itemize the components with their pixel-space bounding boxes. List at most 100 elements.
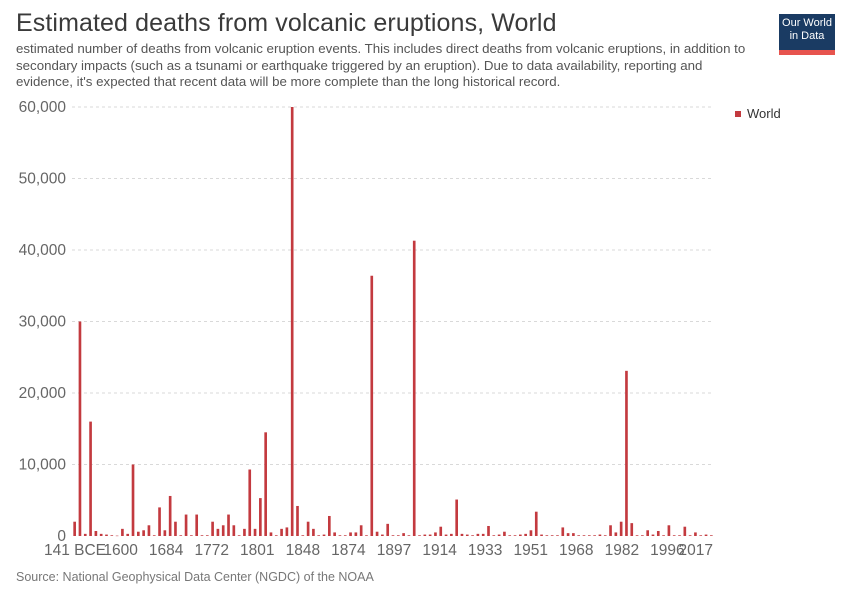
bar[interactable] — [609, 525, 612, 536]
bar[interactable] — [264, 432, 267, 536]
bar[interactable] — [407, 535, 411, 536]
bar[interactable] — [667, 525, 671, 536]
bar[interactable] — [152, 535, 156, 536]
bar[interactable] — [211, 521, 214, 536]
bar[interactable] — [492, 535, 496, 536]
bar[interactable] — [259, 498, 262, 536]
bar[interactable] — [142, 530, 145, 536]
bar[interactable] — [333, 532, 336, 536]
bar[interactable] — [136, 531, 140, 536]
bar[interactable] — [243, 528, 246, 536]
bar[interactable] — [487, 525, 490, 536]
bar[interactable] — [248, 469, 252, 536]
bar[interactable] — [412, 240, 416, 536]
bar[interactable] — [598, 534, 602, 536]
bar[interactable] — [163, 530, 167, 536]
bar[interactable] — [73, 521, 76, 536]
bar[interactable] — [587, 535, 591, 536]
bar[interactable] — [651, 534, 655, 536]
bar[interactable] — [349, 532, 352, 536]
bar[interactable] — [322, 534, 326, 536]
bar[interactable] — [253, 528, 257, 536]
bar[interactable] — [710, 535, 713, 536]
bar[interactable] — [619, 521, 623, 536]
bar[interactable] — [131, 464, 135, 537]
bar[interactable] — [190, 535, 193, 536]
bar[interactable] — [614, 532, 618, 536]
bar[interactable] — [343, 535, 347, 536]
bar[interactable] — [89, 421, 92, 536]
bar[interactable] — [572, 533, 575, 536]
bar[interactable] — [168, 495, 172, 536]
bar[interactable] — [312, 528, 315, 536]
bar[interactable] — [476, 533, 480, 536]
bar[interactable] — [296, 505, 299, 536]
bar[interactable] — [280, 528, 283, 536]
bar[interactable] — [455, 499, 458, 536]
bar[interactable] — [481, 533, 485, 536]
bar[interactable] — [99, 533, 103, 536]
bar[interactable] — [94, 530, 98, 536]
bar[interactable] — [561, 527, 565, 536]
bar[interactable] — [593, 535, 596, 536]
bar[interactable] — [699, 535, 703, 536]
bar[interactable] — [110, 535, 114, 536]
bar[interactable] — [317, 535, 321, 536]
bar[interactable] — [423, 534, 427, 536]
bar[interactable] — [386, 523, 390, 536]
bar[interactable] — [625, 370, 628, 536]
bar[interactable] — [269, 532, 273, 536]
bar[interactable] — [115, 535, 119, 537]
bar[interactable] — [656, 530, 660, 536]
bar[interactable] — [237, 535, 241, 536]
bar[interactable] — [508, 535, 512, 536]
bar[interactable] — [603, 535, 607, 536]
bar[interactable] — [641, 535, 644, 536]
bar[interactable] — [556, 535, 559, 536]
bar[interactable] — [328, 515, 331, 536]
bar[interactable] — [444, 534, 448, 536]
bar[interactable] — [497, 534, 501, 536]
bar[interactable] — [381, 534, 384, 536]
bar[interactable] — [306, 521, 310, 536]
bar[interactable] — [285, 527, 289, 536]
bar[interactable] — [550, 535, 554, 536]
bar[interactable] — [577, 535, 581, 536]
bar[interactable] — [359, 525, 363, 536]
bar[interactable] — [121, 528, 124, 536]
bar[interactable] — [646, 530, 650, 536]
bar[interactable] — [566, 533, 570, 536]
legend[interactable]: World — [735, 106, 781, 121]
bar[interactable] — [540, 534, 543, 536]
bar[interactable] — [200, 535, 204, 536]
bar[interactable] — [635, 535, 639, 536]
bar[interactable] — [662, 535, 665, 536]
bar[interactable] — [688, 535, 692, 536]
bar[interactable] — [354, 532, 358, 536]
bar[interactable] — [694, 532, 697, 536]
bar[interactable] — [513, 535, 517, 536]
bar[interactable] — [184, 514, 188, 536]
bar[interactable] — [524, 533, 527, 536]
bar[interactable] — [545, 535, 549, 536]
bar[interactable] — [465, 534, 469, 536]
bar[interactable] — [375, 531, 379, 536]
bar[interactable] — [678, 535, 681, 536]
bar[interactable] — [370, 275, 374, 536]
bar[interactable] — [301, 535, 305, 536]
bar[interactable] — [471, 535, 474, 536]
bar[interactable] — [460, 533, 464, 536]
bar[interactable] — [582, 535, 586, 536]
bar[interactable] — [232, 525, 236, 536]
bar[interactable] — [391, 535, 395, 536]
bar[interactable] — [450, 533, 453, 536]
bar[interactable] — [428, 534, 432, 536]
bar[interactable] — [147, 525, 151, 536]
bar[interactable] — [78, 321, 82, 537]
bar[interactable] — [418, 535, 421, 536]
owid-logo[interactable]: Our World in Data — [779, 14, 835, 55]
bar[interactable] — [158, 507, 161, 536]
bar[interactable] — [519, 534, 522, 536]
bar[interactable] — [227, 514, 230, 536]
bar[interactable] — [529, 530, 533, 536]
